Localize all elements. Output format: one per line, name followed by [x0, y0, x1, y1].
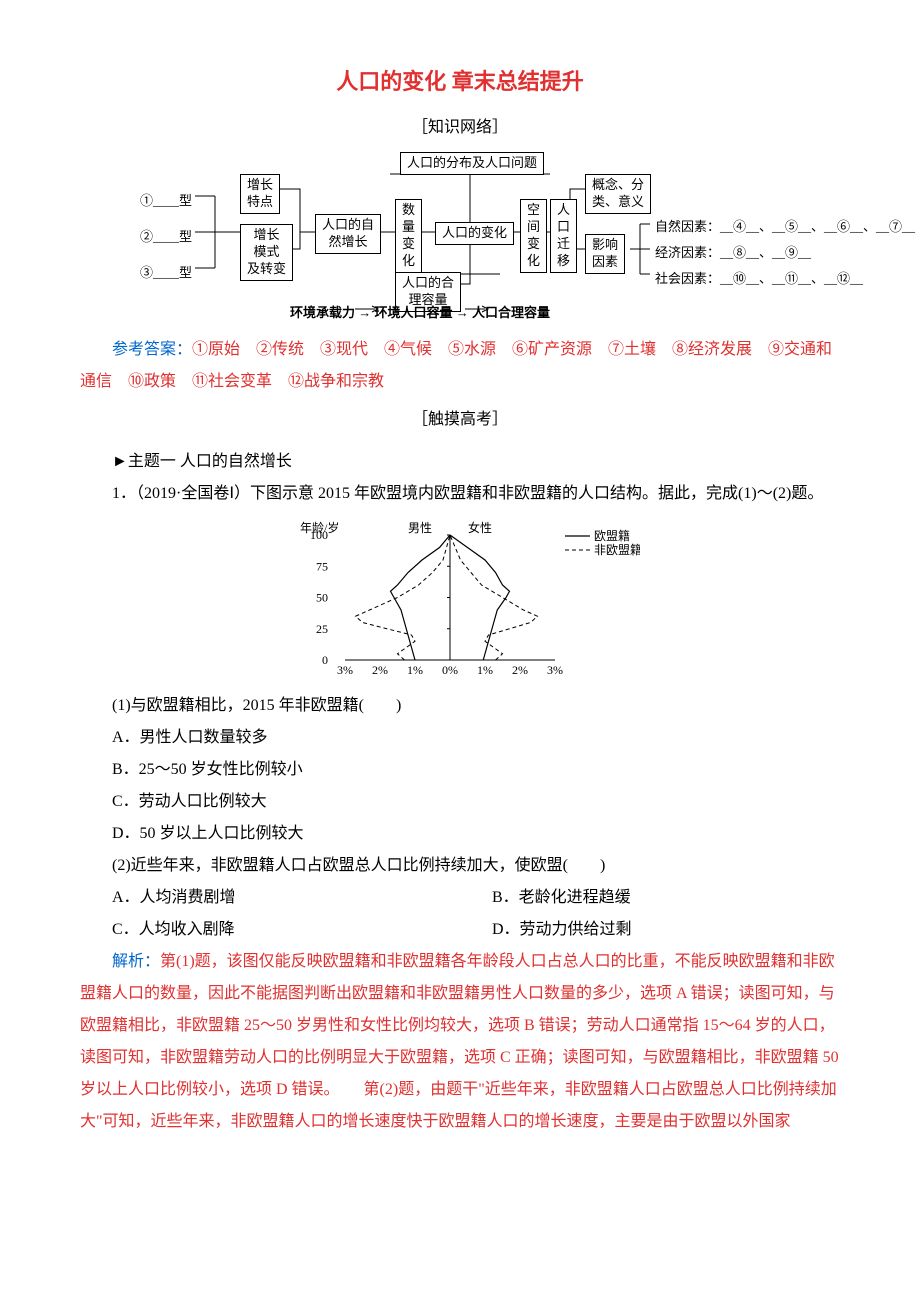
q1-2-a: A．人均消费剧增	[80, 882, 460, 914]
svg-text:3%: 3%	[547, 663, 563, 677]
q1-1-c: C．劳动人口比例较大	[80, 786, 840, 818]
diag-type1: ①____型	[140, 188, 192, 214]
q1-1: (1)与欧盟籍相比，2015 年非欧盟籍( )	[80, 690, 840, 722]
explain-label: 解析：	[112, 953, 160, 970]
diag-growth-mode: 增长 模式 及转变	[240, 224, 293, 281]
q1-2-row1: A．人均消费剧增 B．老龄化进程趋缓	[80, 882, 840, 914]
diag-natural: 人口的自 然增长	[315, 214, 381, 254]
diag-bottom: 环境承载力 → 环境人口容量 → 人口合理容量	[290, 300, 550, 326]
explain-para: 解析：第(1)题，该图仅能反映欧盟籍和非欧盟籍各年龄段人口占总人口的比重，不能反…	[80, 946, 840, 1138]
diag-top: 人口的分布及人口问题	[400, 152, 544, 175]
svg-text:50: 50	[316, 591, 328, 605]
q1-1-b: B．25～50 岁女性比例较小	[80, 754, 840, 786]
svg-text:1%: 1%	[407, 663, 423, 677]
knowledge-diagram: 人口的分布及人口问题 ①____型 ②____型 ③____型 增长 特点 增长…	[140, 154, 780, 324]
diag-concept: 概念、分 类、意义	[585, 174, 651, 214]
q1-1-a: A．男性人口数量较多	[80, 722, 840, 754]
svg-text:1%: 1%	[477, 663, 493, 677]
section-exam: ［触摸高考］	[80, 404, 840, 436]
q1-2-d: D．劳动力供给过剩	[460, 914, 632, 946]
svg-text:25: 25	[316, 622, 328, 636]
diag-space: 空 间 变 化	[520, 199, 547, 273]
svg-text:非欧盟籍: 非欧盟籍	[594, 542, 640, 557]
population-chart: 0255075100年龄/岁3%2%1%0%1%2%3%男性女性欧盟籍非欧盟籍	[280, 520, 640, 680]
diag-qty: 数 量 变 化	[395, 199, 422, 273]
q1-2-b: B．老龄化进程趋缓	[460, 882, 631, 914]
answers-label: 参考答案：	[112, 341, 192, 358]
diag-right3: 社会因素：__⑩__、__⑪__、__⑫__	[655, 266, 863, 292]
diag-type2: ②____型	[140, 224, 192, 250]
explain-text: 第(1)题，该图仅能反映欧盟籍和非欧盟籍各年龄段人口占总人口的比重，不能反映欧盟…	[80, 953, 839, 1130]
svg-text:2%: 2%	[372, 663, 388, 677]
diag-migration: 人 口 迁 移	[550, 199, 577, 273]
svg-text:0: 0	[322, 653, 328, 667]
svg-text:3%: 3%	[337, 663, 353, 677]
q1-stem: 1．（2019·全国卷Ⅰ）下图示意 2015 年欧盟境内欧盟籍和非欧盟籍的人口结…	[80, 478, 840, 510]
diag-type3: ③____型	[140, 260, 192, 286]
section-network: ［知识网络］	[80, 112, 840, 144]
topic-1: ►主题一 人口的自然增长	[80, 446, 840, 478]
svg-text:男性: 男性	[408, 521, 432, 535]
svg-text:欧盟籍: 欧盟籍	[594, 528, 630, 543]
page-title: 人口的变化 章末总结提升	[80, 60, 840, 104]
svg-text:女性: 女性	[468, 520, 492, 535]
svg-text:0%: 0%	[442, 663, 458, 677]
q1-2-c: C．人均收入剧降	[80, 914, 460, 946]
svg-text:2%: 2%	[512, 663, 528, 677]
q1-2: (2)近些年来，非欧盟籍人口占欧盟总人口比例持续加大，使欧盟( )	[80, 850, 840, 882]
pyramid-svg: 0255075100年龄/岁3%2%1%0%1%2%3%男性女性欧盟籍非欧盟籍	[280, 520, 640, 680]
diag-right2: 经济因素：__⑧__、__⑨__	[655, 240, 811, 266]
q1-2-row2: C．人均收入剧降 D．劳动力供给过剩	[80, 914, 840, 946]
diag-right1: 自然因素：__④__、__⑤__、__⑥__、__⑦__	[655, 214, 915, 240]
svg-text:年龄/岁: 年龄/岁	[300, 520, 339, 535]
answers-para: 参考答案：①原始 ②传统 ③现代 ④气候 ⑤水源 ⑥矿产资源 ⑦土壤 ⑧经济发展…	[80, 334, 840, 398]
svg-text:75: 75	[316, 559, 328, 573]
diag-factors: 影响 因素	[585, 234, 625, 274]
diag-center: 人口的变化	[435, 222, 514, 245]
q1-1-d: D．50 岁以上人口比例较大	[80, 818, 840, 850]
diag-growth-feat: 增长 特点	[240, 174, 280, 214]
answers-text: ①原始 ②传统 ③现代 ④气候 ⑤水源 ⑥矿产资源 ⑦土壤 ⑧经济发展 ⑨交通和…	[80, 341, 832, 390]
